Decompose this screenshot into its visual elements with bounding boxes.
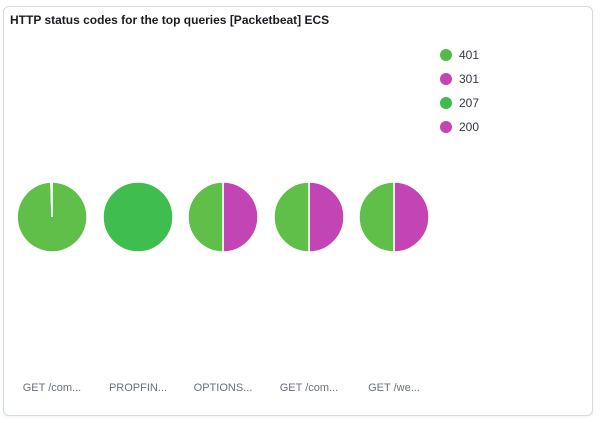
legend-label: 301: [459, 72, 480, 86]
legend-item-207[interactable]: 207: [440, 91, 479, 115]
legend-item-401[interactable]: 401: [440, 43, 479, 67]
panel-title: HTTP status codes for the top queries [P…: [10, 13, 330, 27]
legend-swatch-icon: [440, 49, 452, 61]
pie-slice-207[interactable]: [102, 181, 174, 253]
pie-slice-401[interactable]: [358, 181, 395, 253]
pie-charts: [16, 181, 430, 253]
chart-legend: 401 301 207 200: [440, 43, 479, 139]
pie-slice-200[interactable]: [393, 181, 430, 253]
legend-item-200[interactable]: 200: [440, 115, 479, 139]
legend-label: 207: [459, 96, 480, 110]
pie-label: GET /com...: [279, 382, 339, 394]
pie-label: PROPFIN...: [108, 382, 168, 394]
pie-label: GET /we...: [368, 382, 420, 394]
pie-4[interactable]: [358, 181, 430, 253]
pie-slice-200[interactable]: [222, 181, 259, 253]
pie-slice-301[interactable]: [50, 181, 53, 218]
pie-slice-200[interactable]: [308, 181, 345, 253]
legend-swatch-icon: [440, 97, 452, 109]
pie-1[interactable]: [102, 181, 174, 253]
pie-slice-401[interactable]: [273, 181, 310, 253]
legend-label: 200: [459, 120, 480, 134]
pie-2[interactable]: [187, 181, 259, 253]
pie-3[interactable]: [273, 181, 345, 253]
legend-item-301[interactable]: 301: [440, 67, 479, 91]
pie-label: GET /com...: [22, 382, 82, 394]
visualization-panel: HTTP status codes for the top queries [P…: [3, 6, 593, 416]
legend-swatch-icon: [440, 73, 452, 85]
pie-0[interactable]: [16, 181, 88, 253]
legend-swatch-icon: [440, 121, 452, 133]
pie-label: OPTIONS...: [193, 382, 253, 394]
pie-slice-401[interactable]: [187, 181, 224, 253]
legend-label: 401: [459, 48, 480, 62]
